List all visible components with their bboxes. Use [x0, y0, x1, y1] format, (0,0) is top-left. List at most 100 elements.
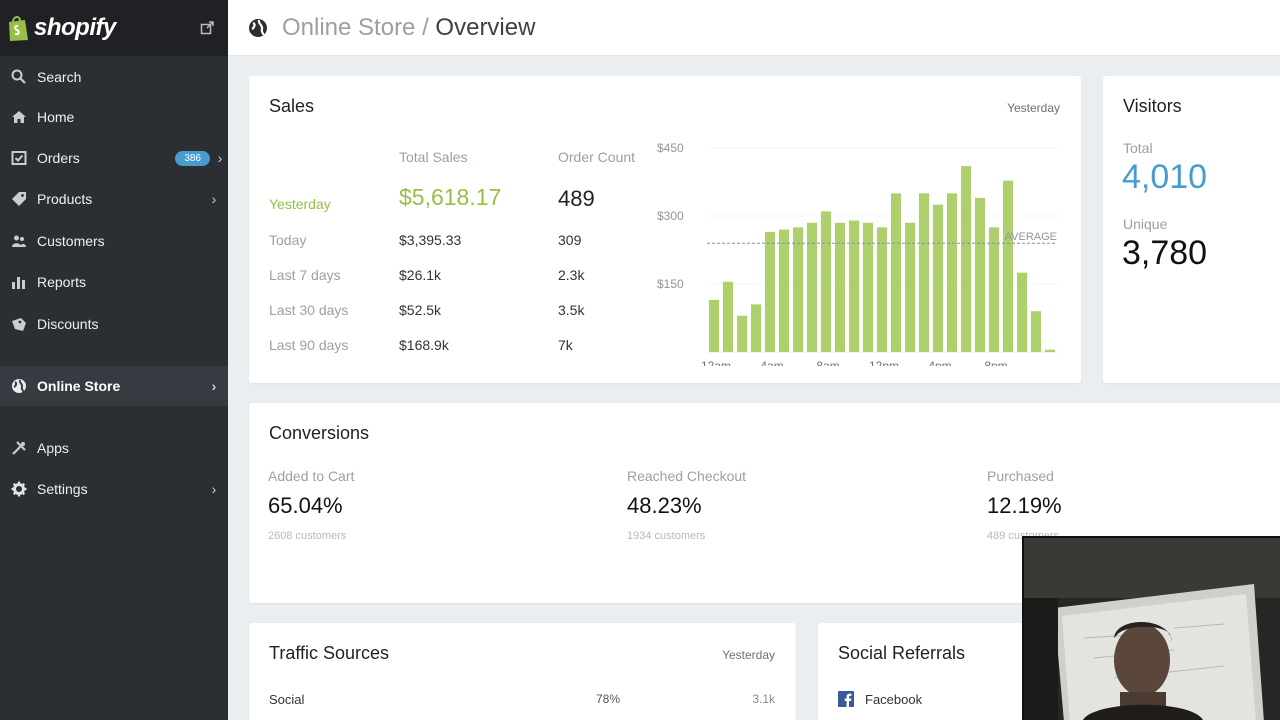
sidebar-item-label: Orders	[37, 150, 80, 166]
conversion-customers: 1934 customers	[627, 530, 706, 542]
breadcrumb-separator: /	[415, 13, 436, 41]
globe-icon	[10, 377, 28, 395]
visitors-card: Visitors Total 4,010 Unique 3,780	[1103, 76, 1280, 383]
sales-card: Sales Yesterday Total Sales Order Count …	[249, 76, 1081, 383]
chart-x-tick-label: 4pm	[928, 359, 951, 366]
sidebar-item-label: Home	[37, 109, 75, 125]
search-icon	[10, 68, 28, 86]
conversion-label: Added to Cart	[268, 468, 355, 484]
conversion-value: 65.04%	[268, 493, 343, 518]
sidebar-item-home[interactable]: Home	[0, 97, 228, 137]
total-visitors-label: Total	[1123, 140, 1153, 156]
sidebar-item-reports[interactable]: Reports	[0, 262, 228, 302]
webcam-video-overlay	[1022, 536, 1280, 720]
unique-visitors-label: Unique	[1123, 216, 1168, 232]
chart-bar	[862, 222, 874, 352]
chart-average-label: AVERAGE	[1005, 231, 1057, 243]
social-referral-name: Facebook	[865, 692, 923, 707]
total-sales-header: Total Sales	[399, 149, 468, 165]
chart-bar	[946, 193, 958, 352]
chart-bar	[918, 193, 930, 352]
sidebar-item-apps[interactable]: Apps	[0, 428, 228, 468]
chevron-right-icon: ›	[211, 191, 217, 207]
chart-bar	[778, 229, 790, 352]
chart-bar	[932, 204, 944, 352]
conversion-value: 48.23%	[627, 493, 702, 518]
orders-icon	[10, 149, 28, 167]
chart-bar	[988, 227, 1000, 352]
traffic-source-name: Social	[269, 692, 305, 707]
sidebar-item-customers[interactable]: Customers	[0, 221, 228, 261]
chart-bar	[736, 315, 748, 352]
total-sales-value: $3,395.33	[399, 232, 462, 248]
sidebar-item-online-store[interactable]: Online Store ›	[0, 366, 228, 406]
total-sales-value: $26.1k	[399, 267, 442, 283]
conversions-title: Conversions	[269, 423, 370, 443]
conversion-label: Purchased	[987, 468, 1054, 484]
home-icon	[10, 108, 28, 126]
social-referrals-title: Social Referrals	[838, 643, 966, 663]
page-title: Overview	[435, 13, 536, 41]
chart-bar	[1030, 311, 1042, 352]
sidebar-item-discounts[interactable]: Discounts	[0, 304, 228, 344]
traffic-period[interactable]: Yesterday	[722, 648, 775, 662]
orders-count-badge: 386	[175, 150, 210, 166]
chart-bar	[876, 227, 888, 352]
sidebar-item-label: Discounts	[37, 316, 99, 332]
row-label: Last 7 days	[269, 267, 341, 283]
chart-bar	[834, 222, 846, 352]
sidebar-item-label: Apps	[37, 440, 69, 456]
tag-icon	[10, 190, 28, 208]
chart-bar	[1002, 180, 1014, 352]
sales-bar-chart: $450 $300 $150 AVERAGE 12am 4am 8am 12pm 4pm 8pm	[657, 141, 1057, 366]
facebook-icon	[838, 691, 854, 707]
conversion-label: Reached Checkout	[627, 468, 747, 484]
sidebar-item-label: Reports	[37, 274, 87, 290]
sidebar: shopify Search Home Orders 386 › Product…	[0, 0, 228, 720]
conversion-customers: 2608 customers	[268, 530, 347, 542]
chevron-right-icon: ›	[211, 481, 217, 497]
chart-bar	[708, 299, 720, 352]
chart-bar	[722, 281, 734, 352]
traffic-source-percent: 78%	[596, 692, 621, 706]
chart-x-tick-label: 4am	[760, 359, 783, 366]
traffic-source-count: 3.1k	[752, 692, 775, 706]
apps-icon	[10, 439, 28, 457]
sales-period[interactable]: Yesterday	[1007, 101, 1060, 115]
order-count-header: Order Count	[558, 149, 636, 165]
sidebar-item-label: Settings	[37, 481, 88, 497]
chart-y-tick-label: $150	[657, 277, 684, 291]
sidebar-item-orders[interactable]: Orders 386 ›	[0, 138, 228, 178]
reports-icon	[10, 273, 28, 291]
chart-bar	[974, 197, 986, 352]
order-count-value: 3.5k	[558, 302, 585, 318]
shopify-logo-icon[interactable]	[6, 14, 30, 42]
chart-bar	[890, 193, 902, 352]
sidebar-item-products[interactable]: Products ›	[0, 179, 228, 219]
conversion-value: 12.19%	[987, 493, 1062, 518]
gear-icon	[10, 480, 28, 498]
chart-bar	[1044, 349, 1056, 352]
sidebar-item-settings[interactable]: Settings ›	[0, 469, 228, 509]
order-count-value: 489	[558, 186, 595, 211]
total-sales-value: $5,618.17	[399, 184, 502, 210]
external-link-icon[interactable]	[200, 21, 214, 35]
visitors-title: Visitors	[1123, 96, 1182, 116]
breadcrumb-section[interactable]: Online Store	[282, 13, 416, 41]
globe-icon	[248, 18, 268, 38]
brand-bar: shopify	[0, 0, 228, 56]
total-visitors-value: 4,010	[1122, 158, 1208, 196]
row-label: Last 90 days	[269, 337, 349, 353]
chart-y-tick-label: $300	[657, 209, 684, 223]
chevron-right-icon: ›	[217, 150, 223, 166]
chart-bar	[1016, 272, 1028, 352]
top-bar: Online Store / Overview	[228, 0, 1280, 56]
order-count-value: 309	[558, 232, 582, 248]
traffic-sources-card: Traffic Sources Yesterday Social 78% 3.1…	[249, 623, 796, 720]
sales-title: Sales	[269, 96, 315, 116]
chart-bar	[750, 304, 762, 352]
chart-x-tick-label: 8am	[816, 359, 839, 366]
traffic-sources-title: Traffic Sources	[269, 643, 390, 663]
brand-name[interactable]: shopify	[34, 14, 116, 41]
sidebar-item-search[interactable]: Search	[0, 57, 228, 97]
